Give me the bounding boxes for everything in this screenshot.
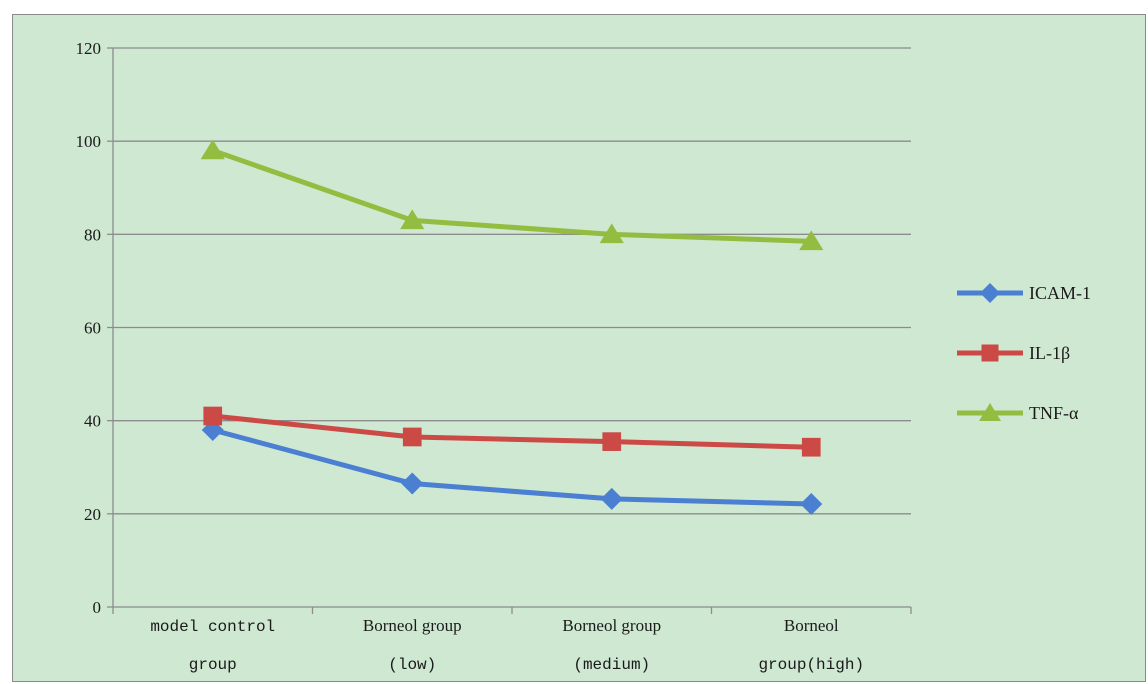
legend-item: ICAM-1 — [957, 283, 1091, 303]
legend-label: ICAM-1 — [1029, 283, 1091, 303]
data-point — [600, 487, 623, 510]
data-point — [200, 139, 225, 160]
series-tnf- — [200, 139, 824, 251]
x-tick-label: model control — [150, 618, 275, 636]
line-chart: 0 20 40 60 80 100 120 model control group Borneo… — [76, 39, 1092, 674]
legend-item: TNF-α — [957, 403, 1079, 423]
y-tick-label: 60 — [84, 319, 101, 338]
x-tick-label: (low) — [388, 656, 436, 674]
series-line — [212, 413, 812, 450]
data-point — [402, 427, 422, 447]
data-point — [800, 493, 823, 516]
legend-label: IL-1β — [1029, 343, 1070, 363]
x-tick-label: group(high) — [758, 656, 864, 674]
x-tick-label: Borneol — [784, 616, 839, 635]
series-line — [211, 148, 812, 244]
legend-item: IL-1β — [957, 343, 1070, 363]
y-tick-label: 120 — [76, 39, 102, 58]
y-tick-label: 80 — [84, 225, 101, 244]
series-il-1- — [203, 406, 821, 457]
data-point — [400, 209, 425, 230]
y-tick-label: 20 — [84, 505, 101, 524]
x-tick-label: (medium) — [573, 656, 650, 674]
y-tick-label: 40 — [84, 412, 101, 431]
data-point — [602, 432, 622, 451]
x-tick-label: Borneol group — [363, 616, 462, 635]
y-tick-labels: 0 20 40 60 80 100 120 — [76, 39, 102, 617]
series-line — [212, 427, 812, 507]
legend-label: TNF-α — [1029, 403, 1079, 423]
series-icam-1 — [201, 418, 823, 516]
axes — [107, 47, 912, 614]
legend-marker — [981, 344, 999, 362]
x-tick-label: Borneol group — [562, 616, 661, 635]
chart-frame: 0 20 40 60 80 100 120 model control group Borneo… — [12, 14, 1146, 682]
legend-marker — [979, 403, 1001, 421]
data-point — [203, 406, 223, 426]
gridlines — [113, 47, 911, 515]
legend-marker — [980, 283, 1000, 303]
data-point — [799, 230, 824, 251]
y-tick-label: 100 — [76, 132, 102, 151]
series-lines — [200, 139, 824, 516]
data-point — [599, 223, 624, 244]
data-point — [401, 472, 424, 495]
legend: ICAM-1 IL-1β TNF-α — [957, 283, 1091, 423]
x-tick-label: group — [189, 656, 237, 674]
x-tick-labels: model control group Borneol group (low) Born… — [150, 616, 864, 674]
y-tick-label: 0 — [93, 598, 102, 617]
data-point — [801, 437, 821, 457]
